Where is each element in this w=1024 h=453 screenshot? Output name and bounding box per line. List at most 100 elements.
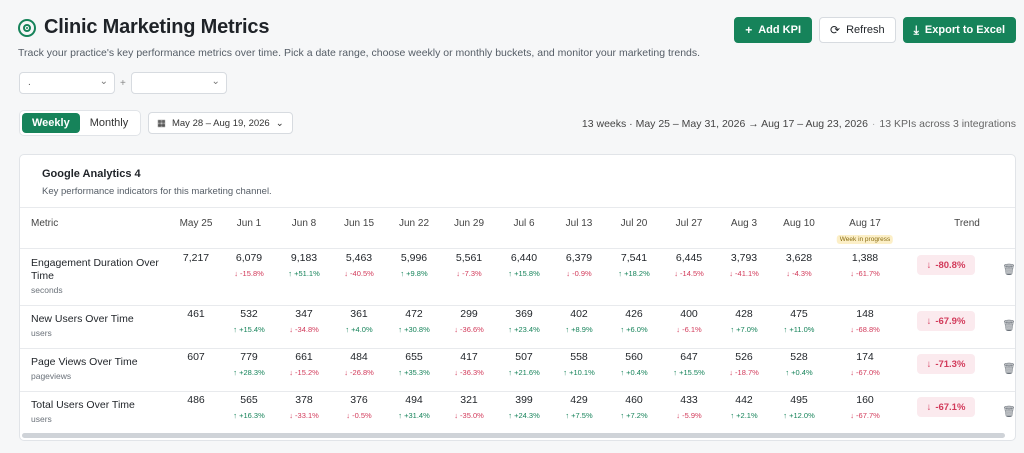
metric-value: 460 bbox=[625, 394, 643, 406]
trend-value: -80.8% bbox=[935, 259, 966, 271]
metric-value: 361 bbox=[350, 308, 368, 320]
change-indicator: ↑ +35.3% bbox=[398, 368, 430, 377]
week-column-header: Aug 17 bbox=[849, 218, 881, 229]
metric-value: 428 bbox=[735, 308, 753, 320]
metric-value: 7,541 bbox=[620, 252, 648, 264]
row-divider bbox=[20, 348, 1015, 349]
monthly-toggle[interactable]: Monthly bbox=[89, 117, 129, 129]
change-indicator: ↓ -67.0% bbox=[850, 368, 880, 377]
refresh-icon: ⟳ bbox=[830, 23, 841, 37]
metric-value: 321 bbox=[460, 394, 478, 406]
metric-value: 7,217 bbox=[182, 252, 210, 264]
change-indicator: ↓ -6.1% bbox=[676, 325, 702, 334]
change-indicator: ↓ -67.7% bbox=[850, 411, 880, 420]
change-indicator: ↓ -41.1% bbox=[729, 269, 759, 278]
change-indicator: ↓ -36.6% bbox=[454, 325, 484, 334]
change-indicator: ↓ -34.8% bbox=[289, 325, 319, 334]
card-title: Google Analytics 4 bbox=[42, 168, 141, 180]
metric-value: 3,628 bbox=[785, 252, 813, 264]
metric-value: 461 bbox=[187, 308, 205, 320]
metric-value: 526 bbox=[735, 351, 753, 363]
refresh-button[interactable]: ⟳ Refresh bbox=[819, 17, 896, 43]
metric-value: 417 bbox=[460, 351, 478, 363]
row-divider bbox=[20, 248, 1015, 249]
week-column-header: Jun 8 bbox=[291, 218, 317, 229]
metric-value: 475 bbox=[790, 308, 808, 320]
granularity-toggle: Weekly Monthly bbox=[19, 110, 142, 136]
change-indicator: ↑ +7.0% bbox=[730, 325, 758, 334]
trend-badge: ↓ -80.8% bbox=[917, 255, 975, 275]
trend-value: -67.9% bbox=[935, 315, 966, 327]
change-indicator: ↑ +7.2% bbox=[620, 411, 648, 420]
row-divider bbox=[20, 391, 1015, 392]
chevron-down-icon: ⌄ bbox=[211, 76, 220, 87]
metric-unit: pageviews bbox=[31, 371, 72, 381]
metric-name: Page Views Over Time bbox=[31, 356, 138, 368]
week-column-header: Jul 6 bbox=[513, 218, 535, 229]
change-indicator: ↓ -36.3% bbox=[454, 368, 484, 377]
metric-value: 472 bbox=[405, 308, 423, 320]
filter-select-1[interactable]: . ⌄ bbox=[19, 72, 115, 94]
chevron-down-icon: ⌄ bbox=[275, 117, 284, 129]
change-indicator: ↓ -0.9% bbox=[566, 269, 592, 278]
refresh-label: Refresh bbox=[846, 24, 885, 36]
change-indicator: ↑ +9.8% bbox=[400, 269, 428, 278]
metric-value: 442 bbox=[735, 394, 753, 406]
week-column-header: May 25 bbox=[179, 218, 213, 229]
metric-name: New Users Over Time bbox=[31, 313, 134, 325]
date-range-label: May 28 – Aug 19, 2026 bbox=[171, 117, 270, 129]
weekly-toggle[interactable]: Weekly bbox=[22, 113, 80, 133]
week-column-header: Jul 20 bbox=[620, 218, 648, 229]
change-indicator: ↑ +10.1% bbox=[563, 368, 595, 377]
trend-badge: ↓ -71.3% bbox=[917, 354, 975, 374]
trash-icon[interactable]: 🗑 bbox=[1002, 406, 1016, 418]
add-kpi-button[interactable]: + Add KPI bbox=[734, 17, 813, 43]
date-range-picker[interactable]: ▦ May 28 – Aug 19, 2026 ⌄ bbox=[148, 112, 293, 134]
change-indicator: ↑ +15.8% bbox=[508, 269, 540, 278]
change-indicator: ↓ -26.8% bbox=[344, 368, 374, 377]
metric-value: 6,440 bbox=[510, 252, 538, 264]
week-in-progress-badge: Week in progress bbox=[836, 235, 894, 244]
week-column-header: Jun 22 bbox=[398, 218, 430, 229]
metric-value: 400 bbox=[680, 308, 698, 320]
week-column-header: Jul 13 bbox=[565, 218, 593, 229]
range-summary: 13 weeks · May 25 – May 31, 2026 → Aug 1… bbox=[581, 118, 1016, 130]
channel-card: Google Analytics 4 Key performance indic… bbox=[19, 154, 1016, 441]
metric-value: 6,079 bbox=[235, 252, 263, 264]
metric-value: 494 bbox=[405, 394, 423, 406]
change-indicator: ↑ +4.0% bbox=[345, 325, 373, 334]
metric-value: 560 bbox=[625, 351, 643, 363]
metric-value: 299 bbox=[460, 308, 478, 320]
change-indicator: ↑ +7.5% bbox=[565, 411, 593, 420]
plus-separator: + bbox=[120, 77, 126, 89]
metric-column-header: Metric bbox=[31, 218, 59, 229]
filter-select-2[interactable]: ⌄ bbox=[130, 72, 227, 94]
calendar-icon: ▦ bbox=[157, 117, 166, 129]
metric-value: 507 bbox=[515, 351, 533, 363]
download-icon: ⤓ bbox=[913, 23, 919, 37]
export-button[interactable]: ⤓ Export to Excel bbox=[902, 17, 1016, 43]
change-indicator: ↑ +31.4% bbox=[398, 411, 430, 420]
change-indicator: ↑ +16.3% bbox=[233, 411, 265, 420]
trash-icon[interactable]: 🗑 bbox=[1002, 320, 1016, 332]
metric-value: 5,561 bbox=[455, 252, 483, 264]
metric-value: 6,379 bbox=[565, 252, 593, 264]
change-indicator: ↑ +18.2% bbox=[618, 269, 650, 278]
change-indicator: ↑ +11.0% bbox=[783, 325, 815, 334]
metric-value: 433 bbox=[680, 394, 698, 406]
horizontal-scrollbar[interactable] bbox=[22, 433, 1005, 438]
metric-value: 9,183 bbox=[290, 252, 318, 264]
metric-value: 528 bbox=[790, 351, 808, 363]
arrow-down-icon: ↓ bbox=[926, 401, 932, 413]
change-indicator: ↓ -33.1% bbox=[289, 411, 319, 420]
change-indicator: ↑ +28.3% bbox=[233, 368, 265, 377]
change-indicator: ↑ +0.4% bbox=[785, 368, 813, 377]
trash-icon[interactable]: 🗑 bbox=[1002, 264, 1016, 276]
change-indicator: ↓ -35.0% bbox=[454, 411, 484, 420]
metric-name: Engagement Duration Over Time bbox=[31, 257, 159, 283]
kpi-count: 13 KPIs across 3 integrations bbox=[879, 118, 1016, 130]
metric-value: 661 bbox=[295, 351, 313, 363]
trash-icon[interactable]: 🗑 bbox=[1002, 363, 1016, 375]
change-indicator: ↑ +51.1% bbox=[288, 269, 320, 278]
arrow-down-icon: ↓ bbox=[926, 259, 932, 271]
